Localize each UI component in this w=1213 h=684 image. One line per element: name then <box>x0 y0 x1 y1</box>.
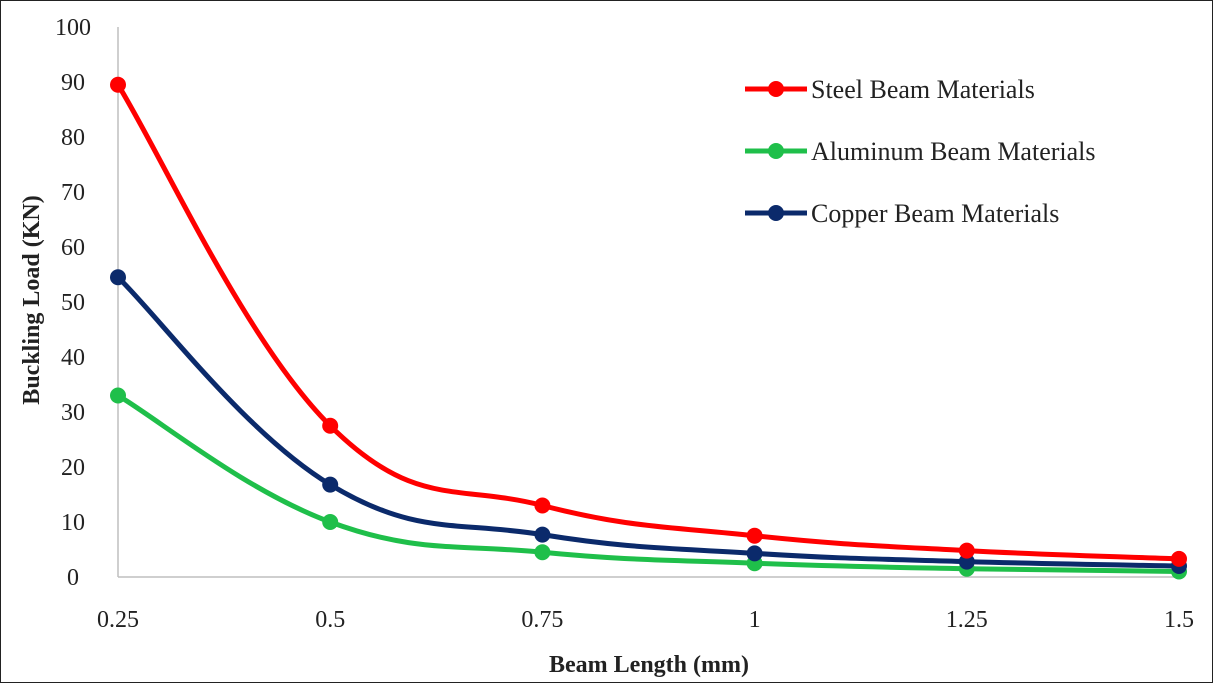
data-point <box>958 542 975 559</box>
y-tick-label: 60 <box>61 235 85 261</box>
y-tick-label: 10 <box>61 510 85 536</box>
data-point <box>110 76 126 93</box>
series-layer <box>110 76 1187 580</box>
legend-item: Aluminum Beam Materials <box>745 137 1096 166</box>
y-axis-title: Buckling Load (KN) <box>19 195 45 404</box>
data-point <box>534 497 551 514</box>
data-point <box>322 514 339 530</box>
series-copper-beam-materials <box>110 269 1187 574</box>
series-line <box>115 393 1182 574</box>
x-tick-label: 0.5 <box>315 607 345 633</box>
series-steel-beam-materials <box>110 76 1187 567</box>
series-aluminum-beam-materials <box>110 387 1187 580</box>
data-point <box>534 526 551 543</box>
data-point <box>110 269 126 286</box>
legend-label: Copper Beam Materials <box>811 199 1059 228</box>
y-tick-label: 20 <box>61 455 85 481</box>
legend-swatch-marker <box>768 143 784 159</box>
y-tick-label: 70 <box>61 180 85 206</box>
data-point <box>322 476 339 493</box>
axes <box>117 27 1179 578</box>
y-tick-labels: 0 10 20 30 40 50 60 70 80 90 100 <box>55 15 91 591</box>
legend-label: Aluminum Beam Materials <box>811 137 1096 166</box>
legend-label: Steel Beam Materials <box>811 75 1035 104</box>
y-tick-label: 0 <box>67 565 79 591</box>
legend-swatch-marker <box>768 81 784 97</box>
series-line <box>115 274 1182 569</box>
x-tick-label: 0.75 <box>521 607 563 633</box>
y-tick-label: 40 <box>61 345 85 371</box>
y-tick-label: 30 <box>61 400 85 426</box>
x-tick-label: 1.25 <box>946 607 988 633</box>
data-point <box>746 545 763 562</box>
series-line <box>115 82 1182 562</box>
y-tick-label: 90 <box>61 70 85 96</box>
y-tick-label: 50 <box>61 290 85 316</box>
data-point <box>746 527 763 544</box>
y-tick-label: 80 <box>61 125 85 151</box>
legend-item: Copper Beam Materials <box>745 199 1059 228</box>
x-tick-label: 1 <box>749 607 761 633</box>
x-tick-label: 1.5 <box>1164 607 1194 633</box>
x-axis-title: Beam Length (mm) <box>549 652 749 678</box>
legend-item: Steel Beam Materials <box>745 75 1035 104</box>
y-tick-label: 100 <box>55 15 91 41</box>
data-point <box>110 387 126 404</box>
legend: Steel Beam Materials Aluminum Beam Materi… <box>745 75 1096 228</box>
x-tick-label: 0.25 <box>97 607 139 633</box>
x-tick-labels: 0.25 0.5 0.75 1 1.25 1.5 <box>97 607 1194 633</box>
data-point <box>1171 550 1187 567</box>
legend-swatch-marker <box>768 205 784 221</box>
data-point <box>958 553 975 570</box>
data-point <box>322 417 339 434</box>
data-point <box>534 544 551 561</box>
